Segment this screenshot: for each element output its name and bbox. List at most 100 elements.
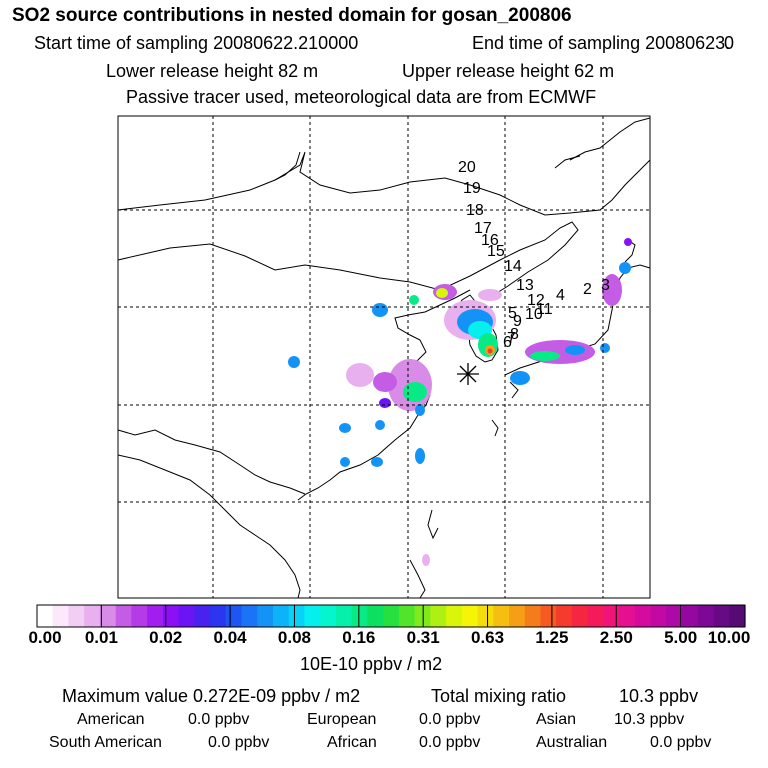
- colorbar-swatch: [320, 605, 337, 627]
- colorbar-tick-label: 2.50: [599, 628, 633, 647]
- colorbar-swatch: [304, 605, 321, 627]
- region-value-african: 0.0 ppbv: [419, 734, 481, 751]
- plume-blob: [409, 295, 419, 305]
- colorbar-swatch: [603, 605, 620, 627]
- end-time: End time of sampling 20080623.: [472, 33, 731, 53]
- trajectory-label-12: 12: [527, 292, 545, 309]
- end-time-value: 0: [724, 33, 735, 53]
- plume-blob: [530, 351, 560, 361]
- colorbar-swatch: [666, 605, 683, 627]
- plume-blob: [487, 348, 493, 354]
- plume-blob: [371, 457, 383, 467]
- plume-blob: [600, 343, 610, 353]
- colorbar-swatch: [509, 605, 526, 627]
- colorbar-tick-label: 0.63: [470, 628, 505, 647]
- plume-blob: [373, 372, 397, 392]
- trajectory-label-8: 8: [510, 326, 519, 343]
- plume-blob: [436, 288, 448, 298]
- start-time: Start time of sampling 20080622.210000: [34, 33, 359, 53]
- upper-release-height: Upper release height 62 m: [402, 61, 615, 81]
- colorbar: [36, 605, 746, 627]
- region-value-european: 0.0 ppbv: [419, 711, 481, 728]
- trajectory-label-10: 10: [525, 306, 543, 323]
- concentration-field: [288, 238, 632, 566]
- colorbar-tick-label: 0.16: [342, 628, 376, 647]
- plot-title: SO2 source contributions in nested domai…: [12, 5, 572, 26]
- colorbar-swatch: [37, 605, 54, 627]
- max-value: Maximum value 0.272E-09 ppbv / m2: [62, 686, 361, 706]
- colorbar-swatch: [52, 605, 70, 627]
- map-frame: [117, 115, 651, 599]
- colorbar-unit: 10E-10 ppbv / m2: [300, 654, 443, 674]
- plume-blob: [415, 448, 425, 464]
- colorbar-swatch: [147, 605, 164, 627]
- trajectory-label-15: 15: [487, 243, 505, 260]
- trajectory-label-13: 13: [516, 277, 534, 294]
- colorbar-swatch: [571, 605, 589, 627]
- plume-blob: [422, 554, 430, 566]
- colorbar-swatch: [540, 605, 557, 627]
- plume-blob: [403, 382, 427, 402]
- graticule: [118, 116, 650, 598]
- region-value-australian: 0.0 ppbv: [650, 734, 712, 751]
- colorbar-swatch: [383, 605, 400, 627]
- tracer-note: Passive tracer used, meteorological data…: [126, 87, 597, 107]
- colorbar-swatch: [619, 605, 636, 627]
- plume-blob: [602, 274, 622, 306]
- lower-release-height: Lower release height 82 m: [106, 61, 319, 81]
- colorbar-swatch: [68, 605, 85, 627]
- colorbar-swatch: [162, 605, 180, 627]
- colorbar-swatch: [682, 605, 699, 627]
- colorbar-swatch: [587, 605, 604, 627]
- plume-blob: [525, 340, 595, 364]
- map-panel: 20 19 18 17 16 15 14 13 12 11 10 9 8 7 6…: [117, 115, 651, 599]
- colorbar-swatch: [367, 605, 384, 627]
- plume-blob: [624, 238, 632, 246]
- colorbar-swatch: [288, 605, 306, 627]
- trajectory-label-17: 17: [474, 220, 492, 237]
- colorbar-swatch: [351, 605, 368, 627]
- colorbar-tick-label: 0.04: [213, 628, 247, 647]
- plume-blob: [340, 457, 350, 467]
- colorbar-swatch: [194, 605, 211, 627]
- region-value-american: 0.0 ppbv: [188, 711, 250, 728]
- colorbar-swatch: [84, 605, 101, 627]
- trajectory-label-7: 7: [507, 330, 516, 347]
- colorbar-swatch: [729, 605, 746, 627]
- plume-blob: [619, 262, 631, 274]
- colorbar-tick-label: 10.00: [707, 628, 751, 647]
- trajectory-label-3: 3: [601, 277, 610, 294]
- colorbar-swatch: [210, 605, 227, 627]
- plume-blob: [339, 423, 351, 433]
- plume-blob: [288, 356, 300, 368]
- trajectory-label-4: 4: [556, 287, 565, 304]
- region-name-south-american: South American: [49, 734, 162, 751]
- asterisk-icon: [457, 363, 479, 385]
- region-name-australian: Australian: [536, 734, 608, 751]
- colorbar-tick-label: 0.02: [149, 628, 183, 647]
- colorbar-swatch: [430, 605, 447, 627]
- region-name-american: American: [77, 711, 145, 728]
- colorbar-tick-label: 0.00: [28, 628, 62, 647]
- trajectory-label-11: 11: [536, 301, 553, 318]
- colorbar-tick-label: 1.25: [535, 628, 569, 647]
- colorbar-swatch: [178, 605, 195, 627]
- colorbar-swatch: [461, 605, 479, 627]
- trajectory-label-6: 6: [503, 334, 512, 351]
- colorbar-swatch: [131, 605, 148, 627]
- trajectory-label-14: 14: [504, 258, 522, 275]
- plume-blob: [415, 404, 425, 416]
- colorbar-swatch: [446, 605, 463, 627]
- region-value-south-american: 0.0 ppbv: [208, 734, 270, 751]
- plume-blob: [379, 398, 391, 408]
- colorbar-swatch: [225, 605, 243, 627]
- plume-blob: [510, 371, 530, 385]
- colorbar-swatch: [697, 605, 715, 627]
- colorbar-swatch: [335, 605, 353, 627]
- colorbar-swatch: [273, 605, 290, 627]
- plume-blob: [372, 303, 388, 317]
- plume-blob: [565, 345, 585, 355]
- region-name-african: African: [327, 734, 377, 751]
- colorbar-swatch: [524, 605, 542, 627]
